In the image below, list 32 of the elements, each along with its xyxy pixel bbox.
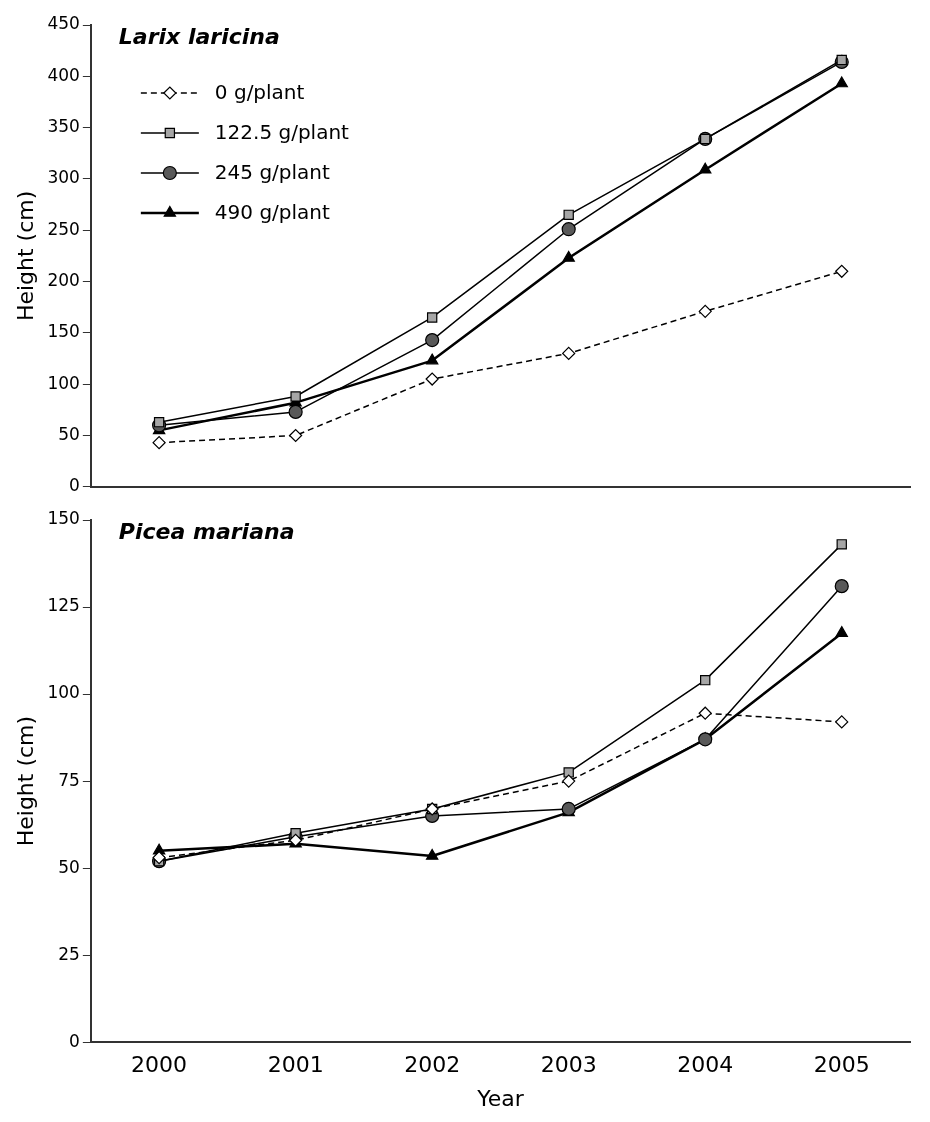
y-tick-label: 25 <box>58 943 80 964</box>
legend-label: 0 g/plant <box>214 80 305 105</box>
x-tick-label: 2005 <box>813 1052 870 1078</box>
x-tick-label: 2003 <box>540 1052 597 1078</box>
y-tick-label: 150 <box>47 321 80 342</box>
y-tick-label: 50 <box>58 423 80 444</box>
y-tick-label: 100 <box>47 682 80 703</box>
chart-title: Larix laricina <box>118 23 280 49</box>
x-tick-label: 2000 <box>131 1052 188 1078</box>
y-axis-title: Height (cm) <box>12 190 38 322</box>
y-tick-label: 200 <box>47 269 80 290</box>
x-tick-label: 2004 <box>677 1052 734 1078</box>
x-tick-label: 2002 <box>404 1052 461 1078</box>
y-tick-label: 0 <box>69 1030 80 1051</box>
y-tick-label: 450 <box>47 13 80 34</box>
legend-label: 245 g/plant <box>214 160 330 185</box>
y-tick-label: 400 <box>47 64 80 85</box>
y-tick-label: 350 <box>47 116 80 137</box>
y-tick-label: 300 <box>47 167 80 188</box>
y-tick-label: 0 <box>69 475 80 496</box>
y-tick-label: 250 <box>47 218 80 239</box>
chart-title: Picea mariana <box>118 518 295 544</box>
y-tick-label: 50 <box>58 856 80 877</box>
legend-label: 490 g/plant <box>214 200 330 225</box>
y-axis-title: Height (cm) <box>12 715 38 847</box>
y-tick-label: 150 <box>47 508 80 529</box>
y-tick-label: 125 <box>47 595 80 616</box>
x-tick-label: 2001 <box>267 1052 324 1078</box>
legend-label: 122.5 g/plant <box>214 120 350 145</box>
y-tick-label: 100 <box>47 372 80 393</box>
y-tick-label: 75 <box>58 769 80 790</box>
x-axis-title: Year <box>476 1085 525 1111</box>
